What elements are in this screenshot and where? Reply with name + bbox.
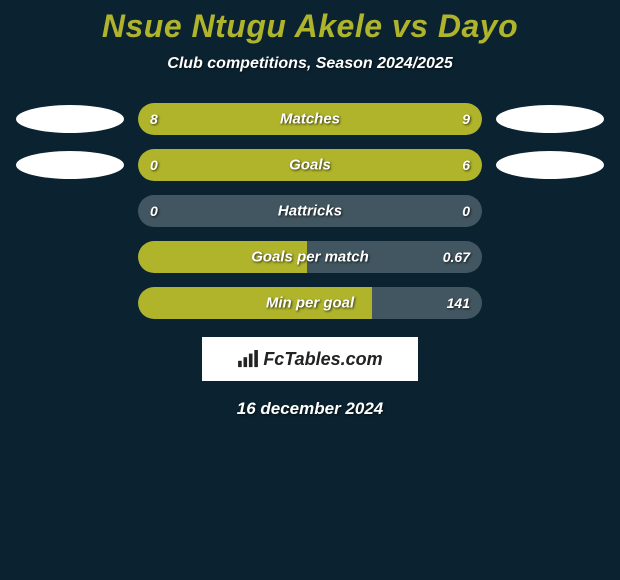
bars-container: Matches89Goals06Hattricks00Goals per mat… [0,103,620,319]
stat-bar: Matches8 9 [138,103,482,135]
player-marker-right [496,151,604,179]
stat-value-left: 8 [150,111,158,127]
stat-value-left: 0 [150,203,158,219]
stat-row: Goals0 6 [0,149,620,181]
player-marker-left [16,151,124,179]
stat-value-right: 0 [462,203,470,219]
stat-row: Hattricks0 0 [0,195,620,227]
stat-bar: Goals per match0.67 [138,241,482,273]
bars-icon [237,350,259,368]
chart-subtitle: Club competitions, Season 2024/2025 [0,55,620,73]
stat-label: Goals per match [138,249,482,266]
stat-label: Goals [138,157,482,174]
stat-value-right: 6 [462,157,470,173]
stat-label: Min per goal [138,295,482,312]
stat-value-right: 0.67 [443,249,470,265]
stat-bar: Min per goal141 [138,287,482,319]
chart-title: Nsue Ntugu Akele vs Dayo [0,8,620,45]
stat-label: Matches [138,111,482,128]
brand-box: FcTables.com [202,337,418,381]
player-marker-right [496,105,604,133]
chart-date: 16 december 2024 [0,399,620,419]
brand-text: FcTables.com [263,349,382,370]
stat-label: Hattricks [138,203,482,220]
stat-row: Goals per match0.67 [0,241,620,273]
stat-row: Matches8 9 [0,103,620,135]
player-marker-left [16,105,124,133]
stat-value-right: 9 [462,111,470,127]
stat-value-left: 0 [150,157,158,173]
stat-bar: Hattricks0 0 [138,195,482,227]
stat-bar: Goals0 6 [138,149,482,181]
comparison-chart: Nsue Ntugu Akele vs Dayo Club competitio… [0,0,620,419]
stat-value-right: 141 [447,295,470,311]
stat-row: Min per goal141 [0,287,620,319]
